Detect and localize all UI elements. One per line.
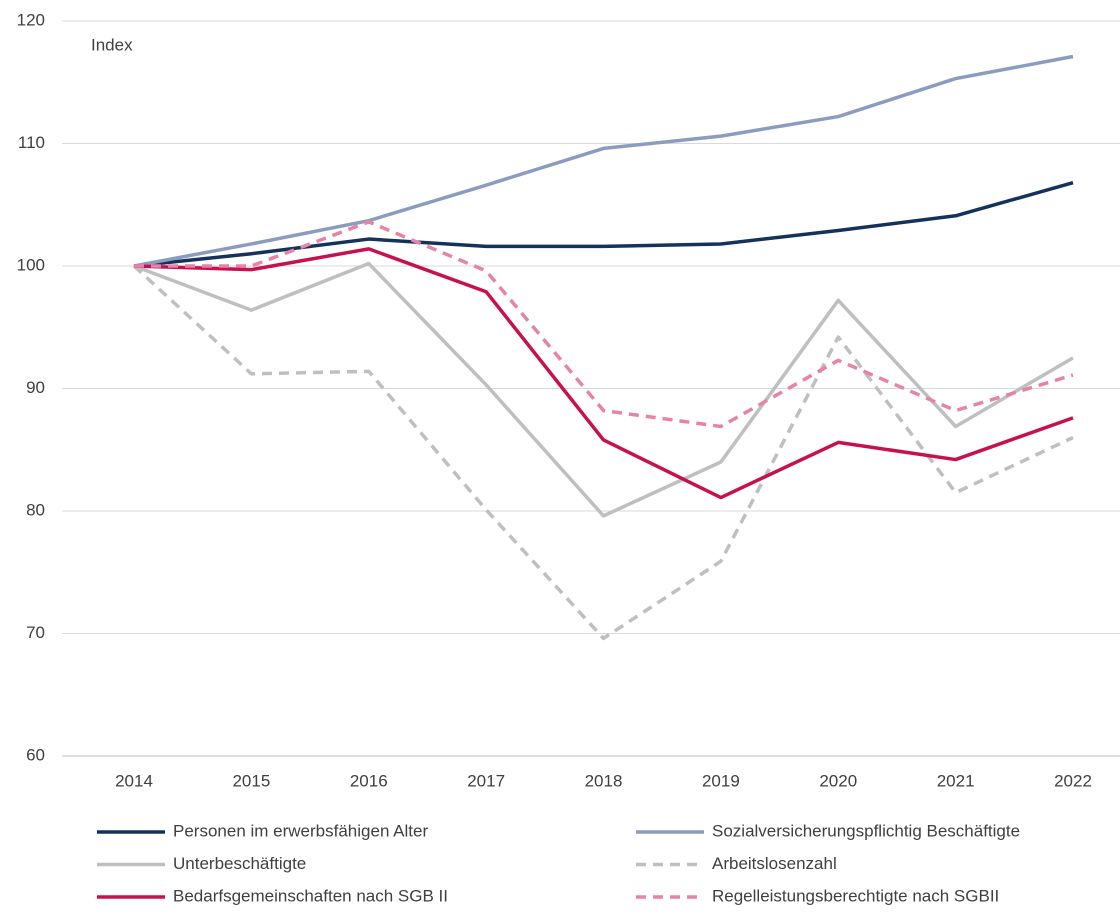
y-tick-label: 110 — [18, 133, 45, 152]
x-tick-label: 2018 — [585, 771, 623, 790]
legend-label: Unterbeschäftigte — [173, 854, 306, 873]
x-tick-label: 2016 — [350, 771, 388, 790]
legend-label: Regelleistungsberechtigte nach SGBII — [712, 886, 999, 905]
series-line — [132, 264, 1074, 641]
x-tick-label: 2014 — [115, 771, 153, 790]
series-line — [133, 54, 1074, 268]
series-line — [133, 261, 1074, 518]
y-tick-label: 80 — [26, 500, 45, 519]
legend-label: Bedarfsgemeinschaften nach SGB II — [173, 886, 448, 905]
annotation: Index — [91, 35, 133, 54]
legend-label: Sozialversicherungspflichtig Beschäftigt… — [712, 821, 1020, 840]
x-tick-label: 2021 — [937, 771, 975, 790]
series-line — [134, 220, 1074, 429]
series-line — [133, 181, 1074, 268]
y-tick-label: 60 — [26, 745, 45, 764]
legend-label: Personen im erwerbsfähigen Alter — [173, 821, 428, 840]
y-tick-label: 70 — [26, 623, 45, 642]
legend-label: Arbeitslosenzahl — [712, 854, 837, 873]
x-tick-label: 2019 — [702, 771, 740, 790]
y-tick-label: 100 — [17, 255, 45, 274]
x-tick-label: 2022 — [1054, 771, 1092, 790]
series-line — [133, 247, 1074, 500]
x-tick-label: 2015 — [232, 771, 270, 790]
x-tick-label: 2017 — [467, 771, 505, 790]
y-tick-label: 90 — [26, 378, 45, 397]
x-tick-label: 2020 — [819, 771, 857, 790]
y-tick-label: 120 — [17, 10, 45, 29]
